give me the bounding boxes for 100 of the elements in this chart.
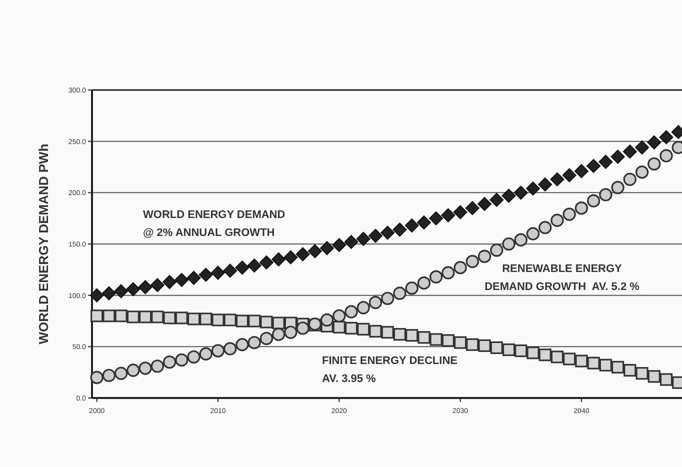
- point: [344, 322, 358, 334]
- point: [636, 367, 648, 380]
- point: [453, 205, 468, 220]
- annotation: RENEWABLE ENERGY DEMAND GROWTH AV. 5.2 %: [484, 263, 640, 293]
- point: [163, 312, 176, 324]
- point: [599, 188, 612, 202]
- point: [442, 334, 454, 347]
- point: [647, 135, 662, 150]
- point: [284, 250, 298, 264]
- point: [623, 172, 637, 186]
- point: [635, 140, 650, 154]
- point: [272, 316, 285, 330]
- point: [416, 215, 431, 230]
- point: [332, 309, 346, 322]
- point: [526, 346, 540, 360]
- point: [199, 347, 212, 360]
- point: [272, 252, 286, 266]
- point: [102, 286, 116, 300]
- point: [102, 310, 116, 322]
- point: [308, 244, 322, 258]
- point: [465, 201, 480, 216]
- point: [466, 254, 480, 268]
- point: [211, 344, 225, 358]
- point: [538, 348, 552, 362]
- point: [296, 322, 310, 335]
- point: [174, 272, 189, 287]
- point: [210, 266, 225, 280]
- point: [332, 320, 346, 334]
- point: [478, 196, 492, 211]
- point: [150, 360, 164, 373]
- point: [575, 354, 588, 368]
- point: [126, 310, 140, 324]
- point: [466, 338, 479, 351]
- point: [538, 177, 552, 192]
- point: [320, 313, 334, 327]
- point: [586, 194, 600, 208]
- point: [404, 218, 419, 233]
- point: [259, 255, 274, 270]
- point: [260, 332, 274, 346]
- point: [441, 208, 456, 222]
- point: [490, 244, 504, 257]
- point: [236, 314, 249, 328]
- point: [344, 305, 358, 318]
- point: [248, 336, 261, 350]
- point: [562, 208, 576, 221]
- point: [102, 368, 116, 382]
- point: [90, 370, 104, 384]
- point: [586, 158, 601, 173]
- point: [635, 166, 649, 179]
- point: [526, 227, 540, 240]
- point: [648, 157, 661, 171]
- point: [550, 172, 564, 186]
- point: [175, 353, 188, 367]
- point: [332, 238, 346, 252]
- point: [223, 264, 238, 278]
- point: [563, 352, 576, 366]
- point: [224, 314, 236, 326]
- point: [417, 276, 431, 290]
- point: [502, 188, 516, 203]
- point: [114, 310, 128, 322]
- point: [150, 278, 164, 292]
- point: [356, 232, 370, 246]
- point: [151, 310, 164, 324]
- point: [538, 220, 552, 234]
- point: [393, 286, 406, 300]
- point: [296, 247, 310, 262]
- point: [429, 270, 443, 284]
- point: [550, 214, 564, 227]
- point: [175, 312, 188, 324]
- point: [162, 274, 177, 289]
- point: [587, 356, 600, 370]
- point: [406, 329, 418, 342]
- point: [624, 364, 636, 377]
- point: [490, 341, 503, 354]
- point: [138, 362, 152, 375]
- point: [186, 270, 201, 285]
- point: [550, 350, 564, 364]
- point: [381, 326, 394, 339]
- annotation: WORLD ENERGY DEMAND @ 2% ANNUAL GROWTH: [143, 209, 286, 239]
- point: [660, 149, 673, 162]
- point: [430, 333, 442, 346]
- point: [162, 355, 176, 369]
- point: [114, 366, 128, 380]
- point: [418, 331, 430, 344]
- point: [392, 222, 407, 237]
- point: [574, 164, 588, 178]
- point: [368, 228, 382, 243]
- point: [405, 282, 418, 295]
- point: [368, 296, 382, 310]
- point: [514, 186, 528, 200]
- point: [514, 233, 528, 246]
- point: [598, 154, 613, 169]
- point: [369, 324, 382, 338]
- point: [139, 310, 152, 324]
- point: [114, 284, 128, 298]
- point: [659, 130, 674, 144]
- point: [235, 260, 250, 275]
- point: [236, 338, 249, 352]
- point: [490, 192, 504, 207]
- point: [599, 358, 612, 372]
